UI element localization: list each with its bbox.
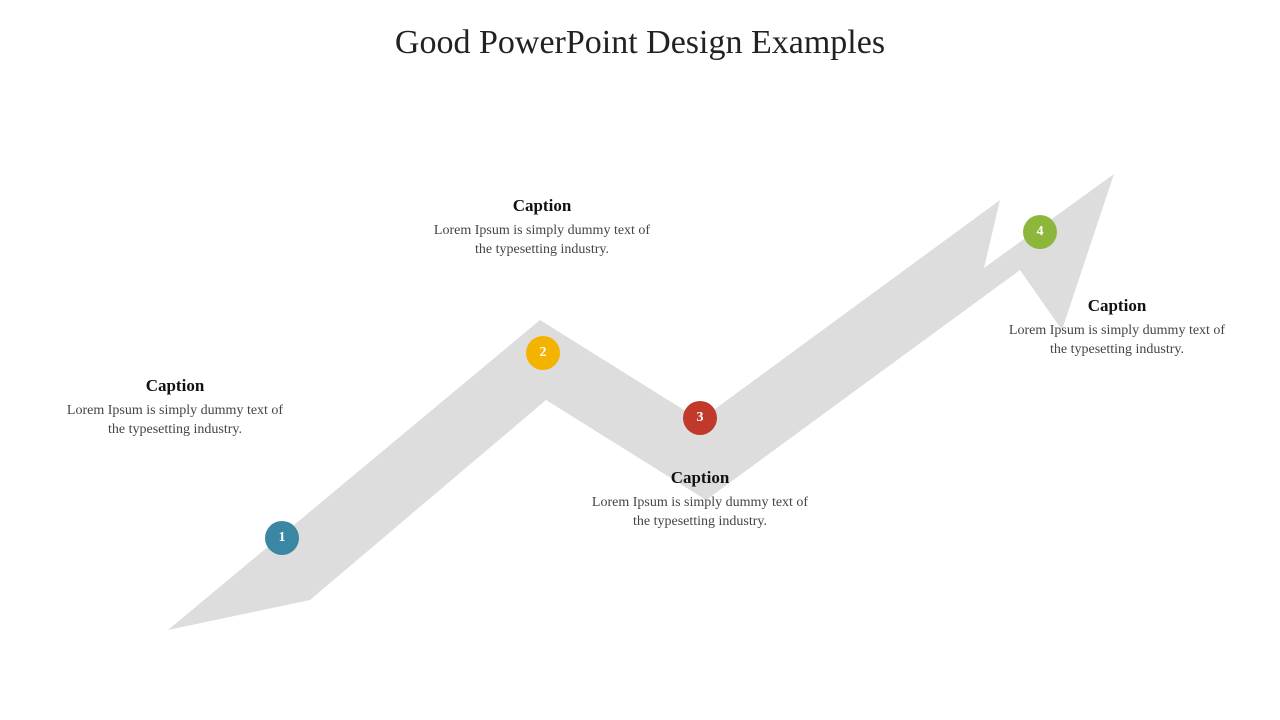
caption-block-1: Caption Lorem Ipsum is simply dummy text…: [65, 376, 285, 440]
caption-body: Lorem Ipsum is simply dummy text of the …: [590, 494, 810, 532]
step-marker-3: 3: [683, 401, 717, 435]
caption-title: Caption: [1007, 296, 1227, 316]
caption-body: Lorem Ipsum is simply dummy text of the …: [1007, 322, 1227, 360]
step-marker-1: 1: [265, 521, 299, 555]
caption-block-3: Caption Lorem Ipsum is simply dummy text…: [590, 468, 810, 532]
caption-title: Caption: [65, 376, 285, 396]
step-marker-4: 4: [1023, 215, 1057, 249]
caption-body: Lorem Ipsum is simply dummy text of the …: [65, 402, 285, 440]
caption-title: Caption: [432, 196, 652, 216]
zigzag-arrow: [0, 0, 1280, 720]
caption-title: Caption: [590, 468, 810, 488]
step-marker-2: 2: [526, 336, 560, 370]
caption-block-4: Caption Lorem Ipsum is simply dummy text…: [1007, 296, 1227, 360]
slide-canvas: Good PowerPoint Design Examples 1 2 3 4 …: [0, 0, 1280, 720]
caption-block-2: Caption Lorem Ipsum is simply dummy text…: [432, 196, 652, 260]
caption-body: Lorem Ipsum is simply dummy text of the …: [432, 222, 652, 260]
